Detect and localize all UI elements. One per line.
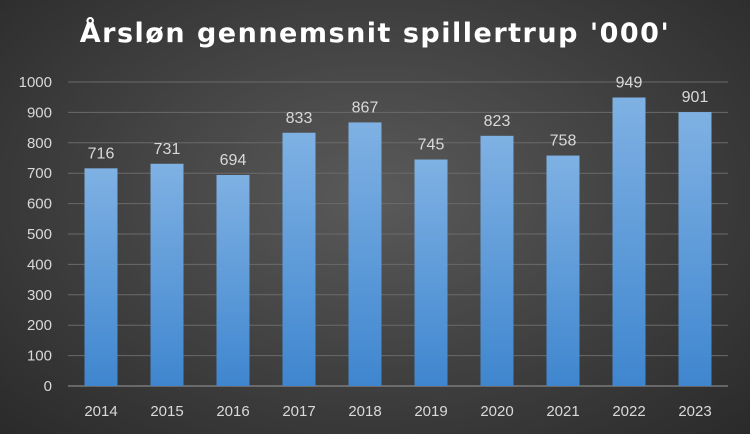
x-tick-label: 2016 bbox=[216, 403, 249, 420]
y-tick-label: 200 bbox=[27, 317, 52, 334]
data-label-2015: 731 bbox=[154, 141, 181, 158]
bar-2016 bbox=[216, 175, 250, 386]
x-tick-label: 2018 bbox=[348, 403, 381, 420]
y-tick-label: 100 bbox=[27, 348, 52, 365]
data-label-2014: 716 bbox=[88, 145, 115, 162]
y-tick-label: 900 bbox=[27, 104, 52, 121]
y-tick-label: 1000 bbox=[19, 74, 52, 91]
data-label-2021: 758 bbox=[550, 133, 577, 150]
x-tick-label: 2019 bbox=[414, 403, 447, 420]
x-tick-label: 2022 bbox=[612, 403, 645, 420]
bar-2018 bbox=[348, 122, 382, 386]
data-label-2016: 694 bbox=[220, 152, 247, 169]
data-label-2020: 823 bbox=[484, 113, 511, 130]
y-tick-label: 500 bbox=[27, 226, 52, 243]
bar-2015 bbox=[150, 163, 184, 386]
bar-2021 bbox=[546, 155, 580, 386]
y-tick-label: 0 bbox=[44, 378, 52, 395]
x-tick-label: 2014 bbox=[84, 403, 117, 420]
x-tick-label: 2015 bbox=[150, 403, 183, 420]
x-tick-label: 2020 bbox=[480, 403, 513, 420]
y-tick-label: 700 bbox=[27, 165, 52, 182]
bar-2017 bbox=[282, 132, 316, 386]
bar-2019 bbox=[414, 159, 448, 386]
data-label-2017: 833 bbox=[286, 110, 313, 127]
bar-2022 bbox=[612, 97, 646, 386]
y-tick-label: 300 bbox=[27, 287, 52, 304]
data-label-2019: 745 bbox=[418, 137, 445, 154]
y-axis-ticks: 0 100 200 300 400 500 600 700 800 900 1000 bbox=[19, 74, 52, 395]
data-label-2022: 949 bbox=[616, 75, 643, 92]
x-axis-ticks: 2014 2015 2016 2017 2018 2019 2020 2021 2022 2023 bbox=[84, 403, 711, 420]
data-labels: 716 731 694 833 867 745 823 758 949 901 bbox=[88, 75, 709, 170]
bar-2023 bbox=[678, 112, 712, 386]
y-tick-label: 600 bbox=[27, 196, 52, 213]
x-tick-label: 2023 bbox=[678, 403, 711, 420]
x-tick-label: 2017 bbox=[282, 403, 315, 420]
y-tick-label: 800 bbox=[27, 135, 52, 152]
data-label-2018: 867 bbox=[352, 99, 379, 116]
data-label-2023: 901 bbox=[682, 89, 709, 106]
bar-2014 bbox=[84, 168, 118, 386]
y-tick-label: 400 bbox=[27, 256, 52, 273]
bar-2020 bbox=[480, 135, 514, 386]
x-tick-label: 2021 bbox=[546, 403, 579, 420]
bars bbox=[84, 97, 712, 386]
chart-title: Årsløn gennemsnit spillertrup '000' bbox=[79, 18, 671, 49]
